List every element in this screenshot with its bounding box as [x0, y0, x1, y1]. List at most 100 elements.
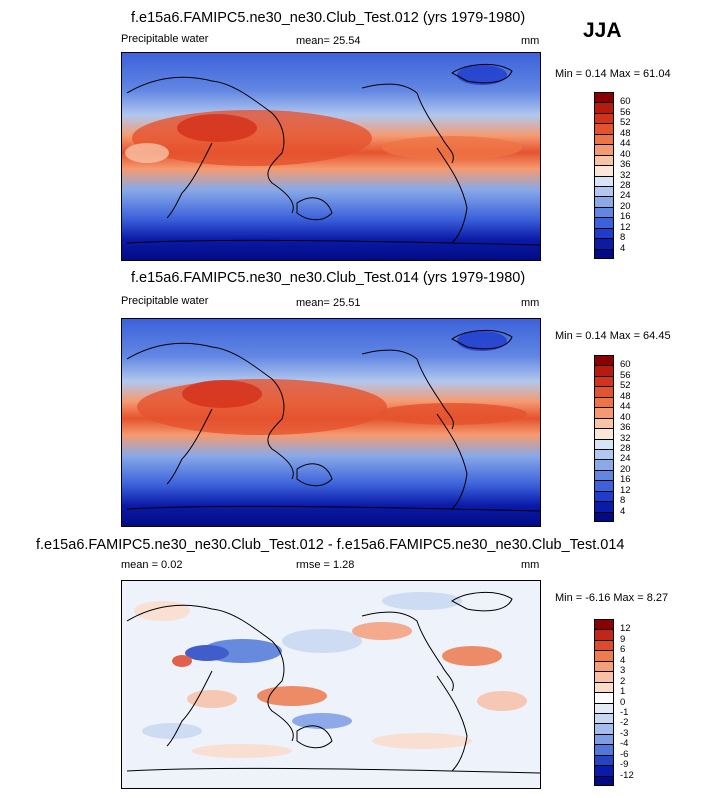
- colorbar-swatch: [594, 639, 614, 652]
- panel3-rmse-label: rmse = 1.28: [296, 559, 355, 571]
- colorbar-tick-label: 24: [620, 190, 631, 202]
- panel1-title: f.e15a6.FAMIPC5.ne30_ne30.Club_Test.012 …: [131, 10, 526, 26]
- colorbar-swatch: [594, 702, 614, 714]
- panel3-units-label: mm: [521, 559, 540, 571]
- colorbar-tick-label: 44: [620, 138, 631, 150]
- colorbar-swatch: [594, 165, 614, 177]
- colorbar-swatch: [594, 469, 614, 482]
- colorbar-swatch: [594, 480, 614, 492]
- panel3-difference-blobs: [134, 592, 527, 758]
- colorbar-tick-label: -6: [620, 748, 629, 760]
- colorbar-tick-label: 4: [620, 654, 626, 666]
- panel1-south-asia-max: [177, 114, 257, 142]
- panel1-warm-pool: [132, 110, 372, 166]
- colorbar-tick-label: 1: [620, 686, 626, 698]
- colorbar-tick-label: 9: [620, 633, 626, 645]
- colorbar-swatch: [594, 92, 614, 104]
- colorbar-tick-label: 12: [620, 221, 631, 233]
- panel3-title: f.e15a6.FAMIPC5.ne30_ne30.Club_Test.012 …: [36, 537, 625, 553]
- colorbar-tick-label: 8: [620, 495, 626, 507]
- colorbar-tick-label: 44: [620, 401, 631, 413]
- colorbar-tick-label: 24: [620, 453, 631, 465]
- panel3-colorbar: 12 9 6 4 3 2 1 0 -1 -2 -3 -4 -6 -9 -12: [594, 619, 634, 786]
- colorbar-swatch: [594, 112, 614, 125]
- colorbar-swatch: [594, 448, 614, 461]
- colorbar-swatch: [594, 619, 614, 631]
- colorbar-tick-label: 4: [620, 505, 626, 517]
- colorbar-swatch: [594, 365, 614, 377]
- colorbar-swatch: [594, 217, 614, 229]
- colorbar-swatch: [594, 511, 614, 522]
- colorbar-tick-label: 3: [620, 665, 626, 677]
- colorbar-swatch: [594, 438, 614, 450]
- panel2-greenland-dry: [457, 331, 507, 351]
- colorbar-swatch: [594, 238, 614, 250]
- colorbar-swatch: [594, 681, 614, 694]
- panel2-map: [121, 318, 541, 527]
- panel2-coastlines: [126, 329, 540, 512]
- colorbar-swatch: [594, 144, 614, 156]
- colorbar-tick-label: -2: [620, 717, 629, 729]
- colorbar-tick-label: 48: [620, 127, 631, 139]
- colorbar-tick-label: 40: [620, 148, 631, 160]
- panel2-minmax-label: Min = 0.14 Max = 64.45: [555, 330, 671, 342]
- colorbar-swatch: [594, 396, 614, 409]
- panel1-minmax-label: Min = 0.14 Max = 61.04: [555, 68, 671, 80]
- colorbar-tick-label: 36: [620, 159, 631, 171]
- colorbar-tick-label: 12: [620, 484, 631, 496]
- colorbar-swatch: [594, 185, 614, 198]
- colorbar-swatch: [594, 133, 614, 146]
- colorbar-tick-label: 48: [620, 390, 631, 402]
- panel3-map: [121, 580, 541, 789]
- panel1-africa-moist: [125, 143, 169, 163]
- colorbar-swatch: [594, 754, 614, 767]
- colorbar-swatch: [594, 459, 614, 471]
- colorbar-tick-label: 60: [620, 359, 631, 371]
- panel1-colorbar: 60 56 52 48 44 40 36 32 28 24 20 16 12 8 4: [594, 92, 631, 259]
- colorbar-swatch: [594, 650, 614, 662]
- panel2-itcz-east: [377, 403, 527, 425]
- panel2-south-asia-max: [182, 380, 262, 408]
- panel2-title: f.e15a6.FAMIPC5.ne30_ne30.Club_Test.014 …: [131, 270, 526, 286]
- panel2-colorbar: 60 56 52 48 44 40 36 32 28 24 20 16 12 8 4: [594, 355, 631, 522]
- panel3-mean-label: mean = 0.02: [121, 559, 183, 571]
- colorbar-swatch: [594, 227, 614, 240]
- colorbar-tick-label: 28: [620, 442, 631, 454]
- panel1-itcz-east: [382, 136, 522, 160]
- colorbar-swatch: [594, 723, 614, 735]
- colorbar-swatch: [594, 355, 614, 367]
- colorbar-tick-label: 28: [620, 179, 631, 191]
- colorbar-tick-label: 6: [620, 644, 626, 656]
- colorbar-swatch: [594, 428, 614, 440]
- colorbar-swatch: [594, 775, 614, 786]
- colorbar-swatch: [594, 744, 614, 756]
- colorbar-swatch: [594, 175, 614, 187]
- panel3-field-background: [122, 581, 540, 788]
- colorbar-swatch: [594, 765, 614, 777]
- panel1-units-label: mm: [521, 35, 540, 47]
- colorbar-swatch: [594, 733, 614, 746]
- colorbar-tick-label: 32: [620, 169, 631, 181]
- colorbar-swatch: [594, 386, 614, 398]
- panel1-greenland-dry: [457, 65, 507, 85]
- colorbar-tick-label: 40: [620, 411, 631, 423]
- panel2-mean-label: mean= 25.51: [296, 297, 361, 309]
- colorbar-tick-label: 8: [620, 232, 626, 244]
- colorbar-tick-label: 4: [620, 242, 626, 254]
- colorbar-swatch: [594, 102, 614, 114]
- panel1-coastlines: [126, 63, 540, 246]
- colorbar-swatch: [594, 375, 614, 388]
- colorbar-tick-label: 2: [620, 675, 626, 687]
- colorbar-tick-label: 36: [620, 422, 631, 434]
- colorbar-tick-label: 52: [620, 380, 631, 392]
- colorbar-tick-label: 16: [620, 211, 631, 223]
- colorbar-tick-label: -9: [620, 759, 629, 771]
- colorbar-tick-label: 32: [620, 432, 631, 444]
- colorbar-tick-label: -4: [620, 738, 629, 750]
- panel2-warm-pool: [137, 379, 387, 435]
- colorbar-tick-label: 52: [620, 117, 631, 129]
- colorbar-swatch: [594, 660, 614, 673]
- colorbar-swatch: [594, 417, 614, 430]
- colorbar-tick-label: -3: [620, 727, 629, 739]
- panel3-coastlines: [126, 591, 540, 774]
